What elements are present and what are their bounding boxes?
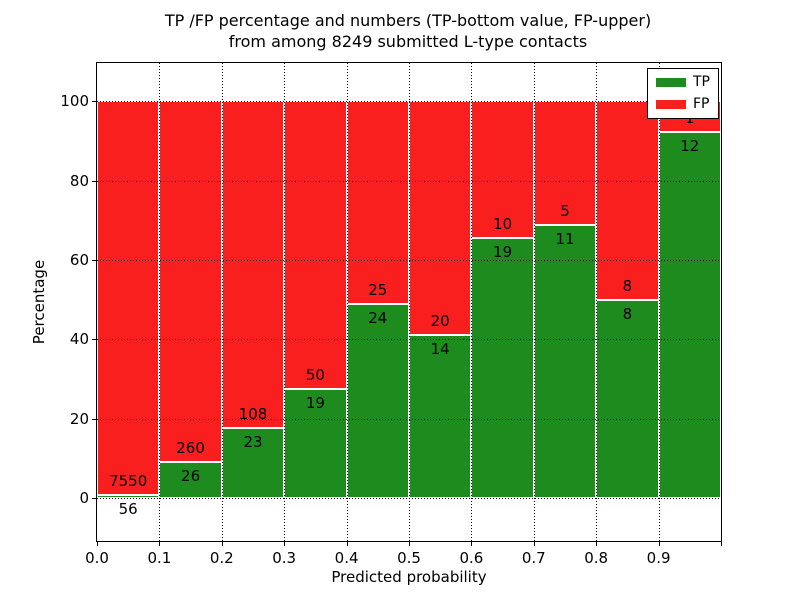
- x-gridline: [471, 63, 473, 541]
- y-tick-label: 40: [69, 330, 89, 349]
- x-tick-label: 0.8: [584, 549, 609, 567]
- bar-fp-segment: [97, 101, 160, 496]
- x-tick: [721, 541, 722, 546]
- plot-area: Percentage Predicted probability TP FP 7…: [30, 62, 722, 586]
- x-gridline: [346, 63, 348, 541]
- x-gridline: [159, 63, 161, 541]
- tp-count-label: 12: [680, 136, 700, 155]
- chart-title: TP /FP percentage and numbers (TP-bottom…: [96, 10, 720, 52]
- y-tick: [92, 180, 97, 182]
- tp-count-label: 23: [243, 433, 263, 452]
- bar-fp-segment: [159, 101, 222, 463]
- fp-legend-swatch: [656, 100, 686, 109]
- tp-count-label: 8: [622, 304, 633, 323]
- bar-tp-segment: [409, 334, 472, 499]
- bar-fp-segment: [221, 101, 285, 429]
- x-tick-label: 0.0: [85, 549, 109, 567]
- x-gridline: [284, 63, 286, 541]
- y-tick: [92, 339, 97, 341]
- fp-legend-label: FP: [693, 96, 710, 112]
- x-tick: [533, 541, 535, 546]
- x-gridline: [596, 63, 598, 541]
- x-tick-label: 0.7: [521, 549, 546, 567]
- fp-count-label: 50: [305, 365, 325, 384]
- legend-item-tp: TP: [656, 75, 710, 90]
- x-tick: [471, 541, 473, 546]
- y-tick: [92, 101, 97, 103]
- tp-legend-label: TP: [693, 74, 710, 90]
- tp-legend-swatch: [656, 78, 686, 87]
- bar-tp-segment: [346, 303, 409, 499]
- fp-count-label: 25: [368, 280, 388, 299]
- x-tick: [596, 541, 598, 546]
- y-tick-label: 60: [69, 250, 89, 269]
- y-tick: [92, 498, 97, 500]
- y-tick: [92, 418, 97, 420]
- fp-count-label: 8: [622, 276, 633, 295]
- fp-count-label: 108: [238, 405, 268, 424]
- fp-count-label: 20: [430, 311, 450, 330]
- x-tick: [346, 541, 348, 546]
- tp-count-label: 11: [555, 230, 575, 249]
- tp-count-label: 24: [368, 308, 388, 327]
- x-tick-label: 0.9: [646, 549, 671, 567]
- y-tick-label: 20: [69, 409, 89, 428]
- bar-tp-segment: [533, 225, 597, 499]
- bar-tp-segment: [658, 131, 721, 499]
- x-tick-label: 0.2: [209, 549, 234, 567]
- tp-count-label: 19: [493, 243, 513, 261]
- y-tick: [92, 259, 97, 261]
- x-tick-label: 0.4: [334, 549, 359, 567]
- bar-tp-segment: [97, 495, 160, 499]
- fp-count-label: 5: [560, 202, 570, 221]
- y-tick-label: 0: [79, 489, 89, 508]
- fp-count-label: 7550: [109, 472, 148, 491]
- bar-fp-segment: [596, 101, 659, 300]
- tp-count-label: 19: [305, 393, 325, 412]
- y-axis-label: Percentage: [29, 259, 48, 345]
- x-tick-label: 0.1: [147, 549, 172, 567]
- x-tick-label: 0.5: [397, 549, 421, 567]
- y-tick-label: 80: [69, 171, 89, 190]
- bar-fp-segment: [471, 101, 534, 238]
- fp-count-label: 260: [176, 439, 205, 458]
- bar-tp-segment: [159, 462, 222, 499]
- fp-count-label: 10: [493, 215, 513, 233]
- tp-count-label: 56: [118, 500, 138, 519]
- bar-fp-segment: [409, 101, 472, 335]
- x-tick: [97, 541, 98, 546]
- x-gridline: [658, 63, 660, 541]
- tp-count-label: 14: [430, 339, 450, 358]
- chart-title-line2: from among 8249 submitted L-type contact…: [228, 32, 588, 51]
- x-tick-label: 0.3: [272, 549, 297, 567]
- x-gridline: [533, 63, 535, 541]
- chart-title-line1: TP /FP percentage and numbers (TP-bottom…: [164, 11, 652, 30]
- x-tick: [284, 541, 286, 546]
- x-gridline: [221, 63, 223, 541]
- bar-tp-segment: [284, 388, 347, 499]
- y-tick-label: 100: [60, 92, 89, 111]
- x-gridline: [409, 63, 410, 541]
- x-axis-label: Predicted probability: [331, 568, 487, 586]
- bar-fp-segment: [346, 101, 409, 304]
- x-tick: [409, 541, 410, 546]
- x-tick: [221, 541, 223, 546]
- x-tick: [159, 541, 161, 546]
- y-axis-label-box: Percentage: [0, 63, 109, 541]
- tp-count-label: 26: [181, 467, 201, 486]
- x-tick-label: 0.6: [459, 549, 484, 567]
- legend-item-fp: FP: [656, 97, 710, 112]
- x-tick: [658, 541, 660, 546]
- bar-tp-segment: [596, 299, 659, 499]
- bar-tp-segment: [471, 238, 534, 499]
- bar-fp-segment: [284, 101, 347, 389]
- legend: TP FP: [647, 68, 719, 119]
